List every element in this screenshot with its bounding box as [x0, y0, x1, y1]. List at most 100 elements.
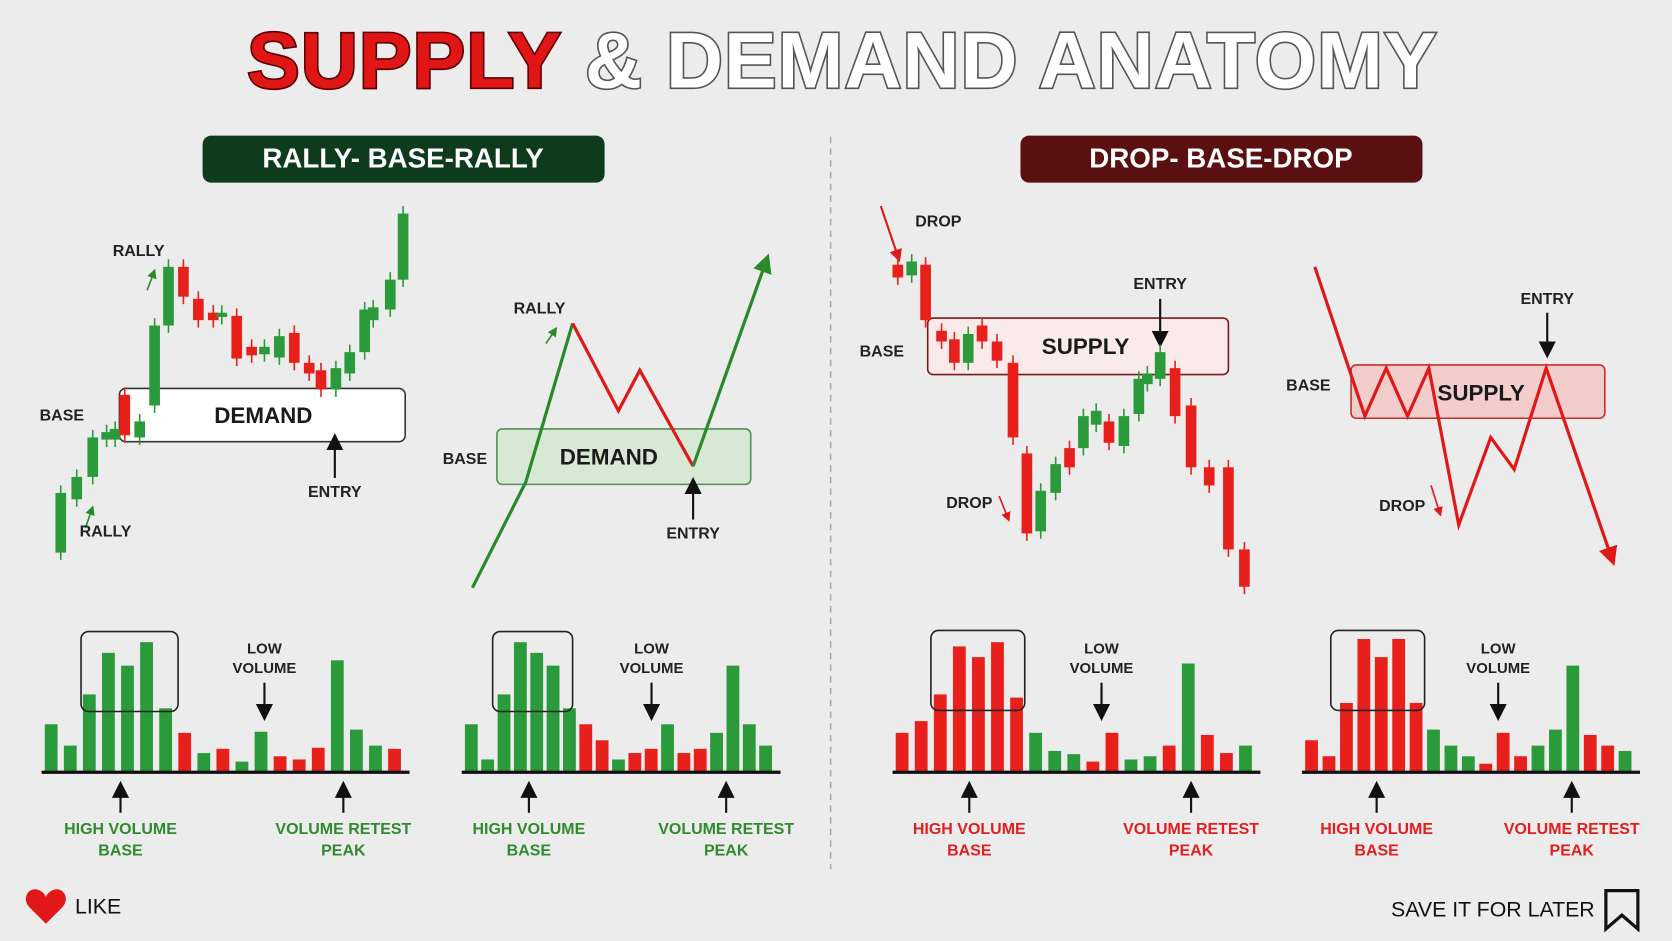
volume-bar: [644, 748, 658, 773]
high-volume-label: BASE: [507, 842, 552, 859]
candle-body: [976, 325, 988, 342]
candle-body: [1090, 410, 1102, 425]
volume-bar: [546, 665, 560, 773]
volume-bar: [1322, 756, 1336, 773]
candle-body: [178, 266, 189, 297]
volume-bar: [952, 646, 966, 773]
candle-body: [1133, 378, 1145, 414]
small-arrow: [84, 505, 95, 529]
small-arrow: [545, 326, 558, 345]
candle-body: [936, 330, 947, 342]
volume-bar: [254, 731, 268, 773]
volume-bar: [1200, 734, 1214, 773]
title-red: SUPPLY: [247, 16, 562, 104]
volume-bar: [1374, 657, 1388, 773]
chart-layer: DEMAND RALLY BASE RALLY ENTRY DEMAND RALLY BASE…: [40, 206, 1641, 922]
volume-bar: [82, 694, 96, 773]
volume-bar: [1181, 663, 1195, 773]
volume-bar: [63, 745, 77, 773]
volume-bar: [1618, 750, 1632, 773]
high-volume-box: [930, 629, 1026, 712]
volume-bar: [628, 753, 642, 773]
volume-bar: [1583, 734, 1597, 773]
volume-bar: [1124, 759, 1138, 773]
chart-label: DROP: [915, 213, 962, 230]
volume-bar: [1461, 756, 1475, 773]
high-volume-label: HIGH VOLUME: [1320, 821, 1433, 838]
candle-body: [991, 341, 1003, 361]
low-volume-label: LOW: [247, 641, 283, 658]
volume-bar: [1357, 638, 1371, 773]
retest-volume-label: PEAK: [1169, 842, 1214, 859]
small-arrow: [998, 495, 1011, 522]
heart-icon[interactable]: [25, 889, 66, 924]
high-volume-label: HIGH VOLUME: [913, 821, 1026, 838]
candle-body: [384, 279, 396, 310]
high-volume-box: [1329, 629, 1426, 712]
volume-bar: [1305, 740, 1318, 773]
main-title: SUPPLY & DEMAND ANATOMY: [247, 16, 1438, 104]
volume-bar: [369, 745, 382, 773]
bookmark-icon[interactable]: [1604, 889, 1640, 933]
high-volume-label: HIGH VOLUME: [473, 821, 586, 838]
chart-label: RALLY: [80, 524, 132, 541]
candle-body: [246, 346, 257, 356]
candle-body: [71, 476, 83, 500]
retest-volume-label: VOLUME RETEST: [1504, 821, 1640, 838]
candle-body: [1035, 490, 1047, 532]
retest-volume-label: VOLUME RETEST: [658, 821, 794, 838]
volume-bar: [1444, 745, 1458, 773]
candle-body: [55, 492, 67, 553]
like-label: LIKE: [75, 894, 121, 918]
demand-zone: [496, 428, 752, 486]
chart-label: RALLY: [514, 301, 566, 318]
volume-bar: [991, 642, 1004, 773]
small-arrow: [879, 205, 902, 263]
drop-line: [1313, 266, 1618, 566]
volume-bar: [914, 721, 928, 773]
candle-body: [1185, 405, 1197, 468]
volume-bar: [349, 729, 363, 773]
volume-bar: [530, 652, 544, 773]
heading-box: [202, 135, 605, 183]
zone-label: SUPPLY: [1042, 334, 1130, 359]
volume-bar: [159, 708, 173, 773]
base-line: [571, 322, 695, 468]
volume-bar: [513, 642, 527, 773]
volume-bar: [388, 748, 401, 773]
small-arrow: [146, 268, 157, 291]
volume-bar: [693, 748, 707, 773]
volume-bar: [197, 753, 211, 773]
chart-label: DROP: [946, 495, 993, 512]
low-volume-label: VOLUME: [1070, 660, 1134, 677]
volume-bar: [311, 747, 325, 773]
volume-bar: [1219, 753, 1233, 773]
chart-label: BASE: [40, 407, 85, 424]
volume-bar: [1067, 754, 1081, 773]
candle-body: [1078, 416, 1089, 449]
low-volume-label: VOLUME: [233, 660, 297, 677]
rally-line: [470, 322, 575, 589]
candle-body: [1103, 421, 1115, 443]
volume-bar: [140, 642, 153, 773]
heading-box: [1020, 135, 1423, 183]
candle-body: [109, 428, 121, 440]
candle-body: [1154, 352, 1166, 379]
volume-bar: [1029, 732, 1043, 773]
retest-volume-label: VOLUME RETEST: [275, 821, 411, 838]
volume-bar: [102, 652, 115, 773]
candle-body: [216, 312, 228, 317]
retest-volume-label: PEAK: [1550, 842, 1595, 859]
candle-body: [1239, 549, 1250, 587]
candle-body: [87, 437, 99, 477]
candle-body: [134, 421, 146, 438]
candle-body: [397, 213, 409, 280]
candle-body: [163, 266, 174, 326]
volume-bar: [1427, 729, 1440, 773]
volume-bar: [464, 724, 478, 773]
retest-volume-label: VOLUME RETEST: [1123, 821, 1259, 838]
low-volume-label: VOLUME: [620, 660, 684, 677]
candle-body: [193, 298, 204, 321]
volume-bar: [1340, 702, 1353, 773]
